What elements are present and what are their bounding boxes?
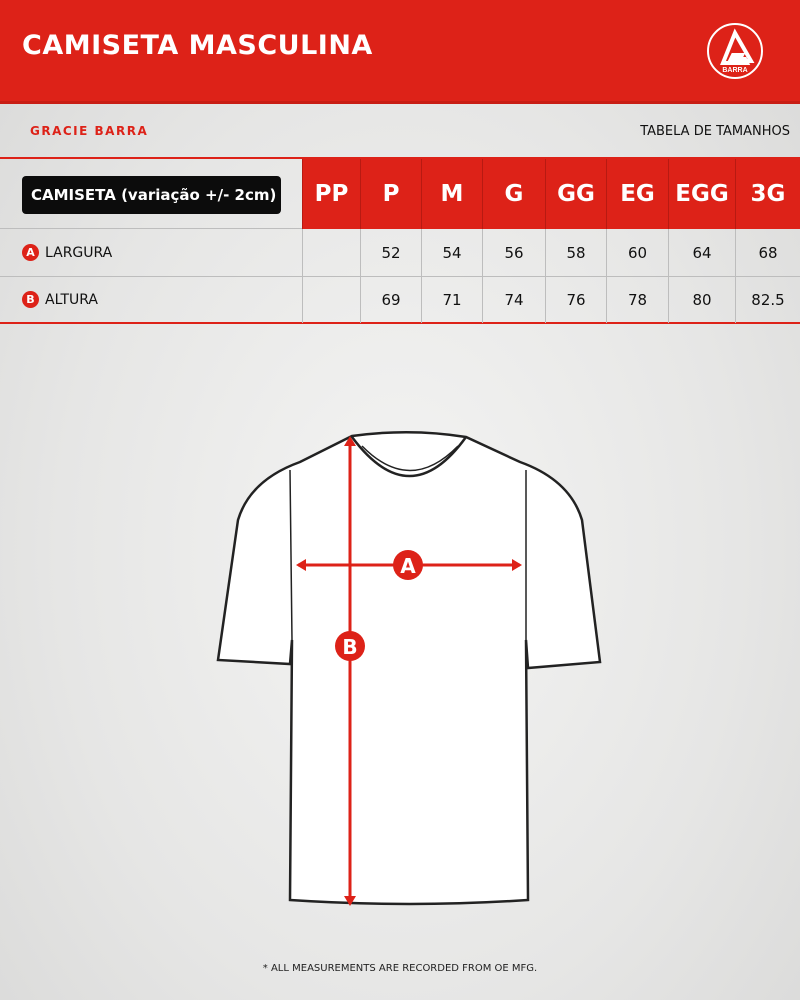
badge-a: A xyxy=(22,244,39,261)
marker-a: A xyxy=(400,554,416,578)
size-header-p: P xyxy=(360,159,421,229)
gracie-barra-logo: BARRA xyxy=(707,23,763,79)
svg-text:BARRA: BARRA xyxy=(722,67,747,74)
size-header-egg: EGG xyxy=(668,159,735,229)
table-cell: 58 xyxy=(545,229,606,276)
table-cell: 54 xyxy=(421,229,482,276)
table-cell: 78 xyxy=(606,276,668,323)
size-header-m: M xyxy=(421,159,482,229)
table-cell: 71 xyxy=(421,276,482,323)
table-label: CAMISETA (variação +/- 2cm) xyxy=(22,176,281,214)
footnote: * ALL MEASUREMENTS ARE RECORDED FROM OE … xyxy=(262,963,538,974)
row-label-altura: B ALTURA xyxy=(22,276,98,323)
subtitle: TABELA DE TAMANHOS xyxy=(640,124,790,139)
brand-name: GRACIE BARRA xyxy=(30,124,149,138)
table-cell: 80 xyxy=(668,276,735,323)
table-cell: 74 xyxy=(482,276,545,323)
table-cell: 82.5 xyxy=(735,276,800,323)
table-cell xyxy=(302,276,360,323)
header-banner: CAMISETA MASCULINA BARRA xyxy=(0,0,800,104)
size-header-g: G xyxy=(482,159,545,229)
table-cell: 69 xyxy=(360,276,421,323)
badge-b: B xyxy=(22,291,39,308)
marker-b: B xyxy=(342,635,357,659)
table-cell: 56 xyxy=(482,229,545,276)
size-header-gg: GG xyxy=(545,159,606,229)
page-title: CAMISETA MASCULINA xyxy=(22,30,373,61)
size-header-3g: 3G xyxy=(735,159,800,229)
size-table: CAMISETA (variação +/- 2cm) A LARGURA B AL… xyxy=(0,157,800,324)
table-cell: 76 xyxy=(545,276,606,323)
table-cell: 68 xyxy=(735,229,800,276)
size-header-pp: PP xyxy=(302,159,360,229)
row-label-largura: A LARGURA xyxy=(22,229,112,276)
size-header-eg: EG xyxy=(606,159,668,229)
measure-b-line xyxy=(344,436,356,906)
table-cell: 60 xyxy=(606,229,668,276)
table-cell: 64 xyxy=(668,229,735,276)
table-cell: 52 xyxy=(360,229,421,276)
table-cell xyxy=(302,229,360,276)
